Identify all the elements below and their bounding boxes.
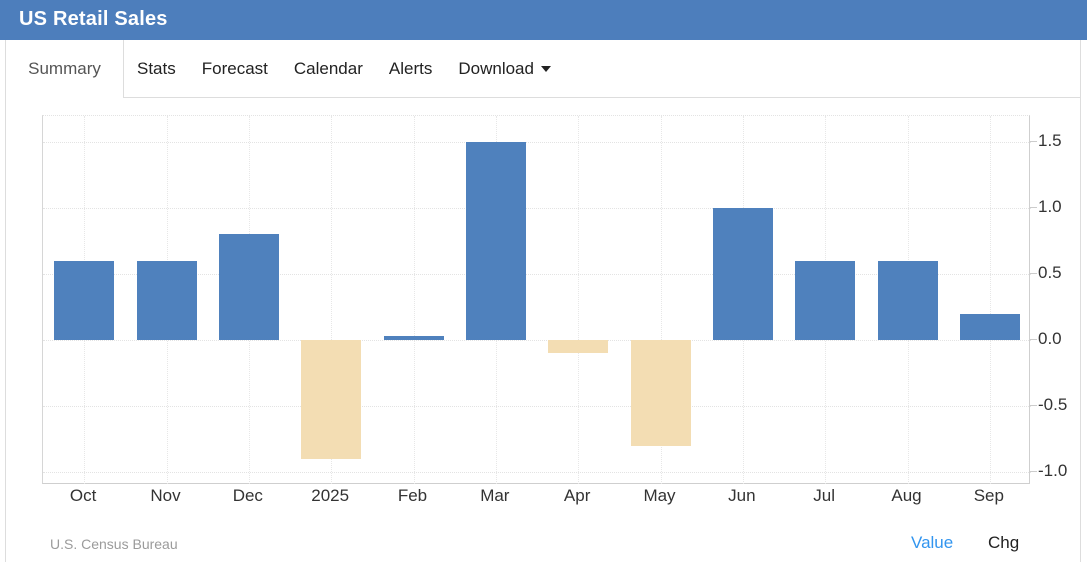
y-axis-tick xyxy=(1030,339,1037,340)
y-axis-label: -1.0 xyxy=(1038,461,1068,480)
tab-label: Download xyxy=(458,58,534,78)
x-gridline xyxy=(331,116,333,484)
x-gridline xyxy=(413,116,415,484)
y-gridline xyxy=(43,340,1031,341)
bar-aug[interactable] xyxy=(877,261,938,340)
bar-jul[interactable] xyxy=(795,261,856,340)
bar-mar[interactable] xyxy=(465,142,526,340)
tab-label: Summary xyxy=(28,59,101,78)
panel-right-border xyxy=(1080,40,1081,562)
y-gridline xyxy=(43,406,1031,407)
tab-alerts[interactable]: Alerts xyxy=(376,40,445,97)
bar-oct[interactable] xyxy=(54,261,115,340)
tab-summary[interactable]: Summary xyxy=(6,40,124,98)
y-gridline xyxy=(43,274,1031,275)
tab-label: Calendar xyxy=(293,58,363,78)
x-gridline xyxy=(660,116,662,484)
y-axis-label: 1.0 xyxy=(1038,197,1062,216)
y-axis-label: 0.0 xyxy=(1038,329,1062,348)
x-axis-label: Feb xyxy=(397,486,428,505)
y-axis-tick xyxy=(1030,273,1037,274)
tab-stats[interactable]: Stats xyxy=(124,40,189,97)
x-axis-label: Jun xyxy=(728,486,756,505)
y-axis-tick xyxy=(1030,405,1037,406)
x-axis-label: Nov xyxy=(150,486,181,505)
x-axis-label: Jul xyxy=(813,486,836,505)
page-title: US Retail Sales xyxy=(19,8,168,30)
footer-link-value[interactable]: Value xyxy=(911,533,954,552)
y-gridline xyxy=(43,472,1031,473)
source-attribution: U.S. Census Bureau xyxy=(50,536,178,552)
x-axis-label: May xyxy=(643,486,676,505)
y-axis-label: 1.5 xyxy=(1038,131,1062,150)
bar-may[interactable] xyxy=(630,340,691,446)
y-axis-tick xyxy=(1030,471,1037,472)
bar-jun[interactable] xyxy=(712,208,773,340)
tab-label: Forecast xyxy=(201,58,268,78)
x-axis-label: Dec xyxy=(232,486,263,505)
x-axis-label: Aug xyxy=(891,486,922,505)
bar-2025[interactable] xyxy=(301,340,362,459)
y-axis-label: 0.5 xyxy=(1038,263,1062,282)
x-axis-label: 2025 xyxy=(311,486,350,505)
y-gridline xyxy=(43,142,1031,143)
y-axis-tick xyxy=(1030,207,1037,208)
bar-nov[interactable] xyxy=(136,261,197,340)
x-axis-label: Mar xyxy=(480,486,510,505)
x-axis-label: Oct xyxy=(69,486,97,505)
y-gridline xyxy=(43,208,1031,209)
panel-left-border xyxy=(5,40,6,562)
tab-bar: Summary Stats Forecast Calendar Alerts Downlo… xyxy=(6,40,1080,98)
caret-down-icon xyxy=(540,65,551,72)
bar-feb[interactable] xyxy=(383,336,444,340)
footer-link-chg[interactable]: Chg xyxy=(988,533,1020,552)
x-gridline xyxy=(989,116,991,484)
x-axis-label: Sep xyxy=(973,486,1004,505)
bar-dec[interactable] xyxy=(218,234,279,340)
x-gridline xyxy=(578,116,580,484)
widget-header: US Retail Sales xyxy=(0,0,1087,40)
x-axis-label: Apr xyxy=(563,486,591,505)
tab-download[interactable]: Download xyxy=(445,40,564,97)
tab-label: Alerts xyxy=(388,58,433,78)
y-axis-label: -0.5 xyxy=(1038,395,1068,414)
y-axis-tick xyxy=(1030,141,1037,142)
plot-area xyxy=(42,115,1031,484)
tab-forecast[interactable]: Forecast xyxy=(189,40,281,97)
bar-sep[interactable] xyxy=(959,314,1020,340)
bar-apr[interactable] xyxy=(548,340,609,353)
tab-calendar[interactable]: Calendar xyxy=(281,40,376,97)
tab-label: Stats xyxy=(137,58,176,78)
